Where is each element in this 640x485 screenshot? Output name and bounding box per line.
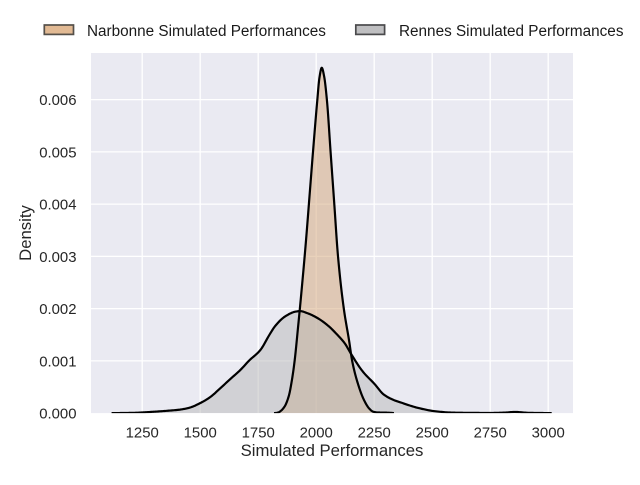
svg-text:1500: 1500 (184, 426, 217, 442)
svg-text:Narbonne Simulated Performance: Narbonne Simulated Performances (87, 23, 326, 40)
svg-text:0.001: 0.001 (39, 354, 76, 370)
svg-text:0.006: 0.006 (39, 93, 76, 109)
svg-text:0.000: 0.000 (39, 407, 76, 423)
svg-text:3000: 3000 (532, 426, 565, 442)
svg-text:1750: 1750 (242, 426, 275, 442)
svg-text:2250: 2250 (358, 426, 391, 442)
svg-text:0.005: 0.005 (39, 145, 76, 161)
svg-text:1250: 1250 (126, 426, 159, 442)
svg-text:0.003: 0.003 (39, 250, 76, 266)
svg-text:Rennes Simulated Performances: Rennes Simulated Performances (399, 23, 624, 40)
svg-text:2000: 2000 (300, 426, 333, 442)
svg-text:0.002: 0.002 (39, 302, 76, 318)
svg-text:0.004: 0.004 (39, 198, 76, 214)
svg-text:Density: Density (16, 205, 35, 261)
svg-text:Simulated Performances: Simulated Performances (241, 441, 424, 460)
svg-text:2500: 2500 (416, 426, 449, 442)
svg-text:2750: 2750 (474, 426, 507, 442)
